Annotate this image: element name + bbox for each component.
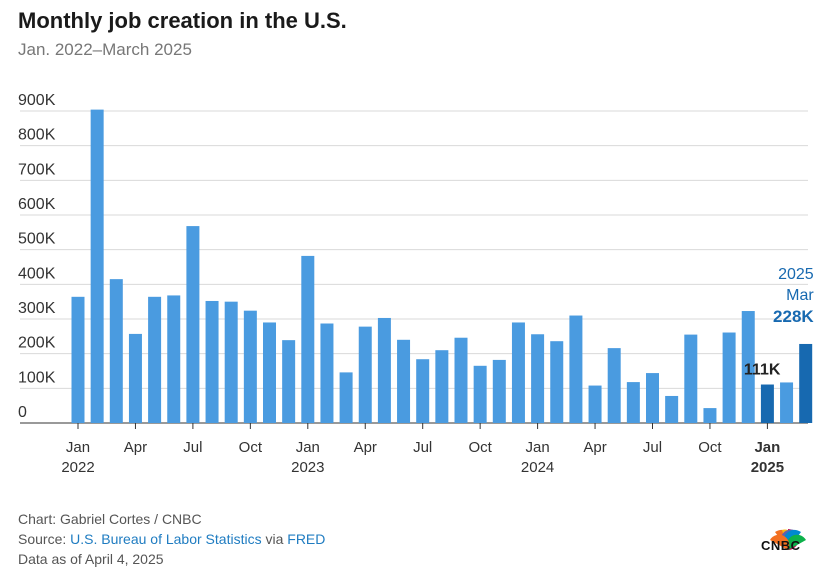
y-tick-label: 600K xyxy=(18,196,56,213)
x-tick-month: Jan xyxy=(526,439,550,456)
bar xyxy=(550,341,564,423)
bar xyxy=(684,334,698,423)
bar xyxy=(492,359,506,423)
y-tick-label: 100K xyxy=(18,369,56,386)
bar xyxy=(205,300,219,423)
bar xyxy=(397,339,411,423)
y-tick-label: 700K xyxy=(18,161,56,178)
annotation-month: Mar xyxy=(786,287,814,304)
cnbc-wordmark: CNBC xyxy=(761,538,801,553)
bar xyxy=(90,109,104,423)
y-tick-label: 500K xyxy=(18,231,56,248)
x-tick-month: Apr xyxy=(583,439,606,456)
source-fred-link[interactable]: FRED xyxy=(287,531,326,547)
x-tick-month: Apr xyxy=(124,439,147,456)
y-tick-label: 200K xyxy=(18,335,56,352)
bar xyxy=(282,340,296,423)
chart-title: Monthly job creation in the U.S. xyxy=(18,8,347,33)
bar xyxy=(358,326,372,423)
x-tick-year: 2022 xyxy=(61,459,94,476)
annotation-year: 2025 xyxy=(778,266,814,283)
y-tick-label: 300K xyxy=(18,300,56,317)
x-tick-month: Jul xyxy=(643,439,662,456)
bar xyxy=(799,343,813,423)
bar xyxy=(263,322,276,423)
bar xyxy=(780,382,794,423)
bar xyxy=(531,334,545,423)
bar xyxy=(646,373,659,423)
y-tick-label: 0 xyxy=(18,404,27,421)
chart-subtitle: Jan. 2022–March 2025 xyxy=(18,40,192,59)
bar xyxy=(722,332,736,423)
bar xyxy=(626,382,640,423)
bar xyxy=(473,365,487,423)
bar xyxy=(243,310,257,423)
bar xyxy=(454,337,468,423)
bar xyxy=(109,279,123,423)
x-tick-month: Jan xyxy=(754,439,780,456)
x-tick-month: Jan xyxy=(296,439,320,456)
source-bls-link[interactable]: U.S. Bureau of Labor Statistics xyxy=(70,531,262,547)
x-tick-month: Oct xyxy=(239,439,263,456)
x-tick-month: Oct xyxy=(468,439,492,456)
source-via: via xyxy=(261,531,288,547)
bar xyxy=(301,255,315,423)
bar xyxy=(167,295,181,423)
bar xyxy=(665,395,679,423)
bar xyxy=(416,359,430,423)
y-tick-label: 800K xyxy=(18,127,56,144)
bar xyxy=(224,301,238,423)
bar xyxy=(588,385,602,423)
bar xyxy=(377,317,391,423)
x-tick-year: 2024 xyxy=(521,459,554,476)
y-tick-label: 900K xyxy=(18,92,56,109)
source-line: Source: U.S. Bureau of Labor Statistics … xyxy=(18,531,325,547)
bar xyxy=(760,384,774,423)
bar xyxy=(71,296,85,423)
annotation-value: 111K xyxy=(744,362,781,379)
x-tick-year: 2025 xyxy=(751,459,784,476)
source-prefix: Source: xyxy=(18,531,71,547)
x-tick-month: Oct xyxy=(698,439,722,456)
bar xyxy=(607,348,621,423)
credit-text: Chart: Gabriel Cortes / CNBC xyxy=(18,511,202,527)
x-tick-year: 2023 xyxy=(291,459,324,476)
bar xyxy=(741,311,755,423)
bar xyxy=(148,296,162,423)
bar xyxy=(186,226,200,423)
bar xyxy=(511,322,525,423)
bar xyxy=(569,315,583,423)
cnbc-peacock-logo xyxy=(770,529,806,550)
x-tick-month: Jan xyxy=(66,439,90,456)
x-tick-month: Jul xyxy=(183,439,202,456)
annotation-value: 228K xyxy=(773,307,814,326)
x-tick-month: Jul xyxy=(413,439,432,456)
bar xyxy=(703,408,717,423)
bar xyxy=(128,333,142,423)
data-date: Data as of April 4, 2025 xyxy=(18,551,164,567)
bar xyxy=(320,323,334,423)
bar xyxy=(435,350,449,423)
x-tick-month: Apr xyxy=(354,439,377,456)
chart-credit: Chart: Gabriel Cortes / CNBC xyxy=(18,511,202,527)
y-tick-label: 400K xyxy=(18,265,56,282)
bar xyxy=(339,372,353,423)
